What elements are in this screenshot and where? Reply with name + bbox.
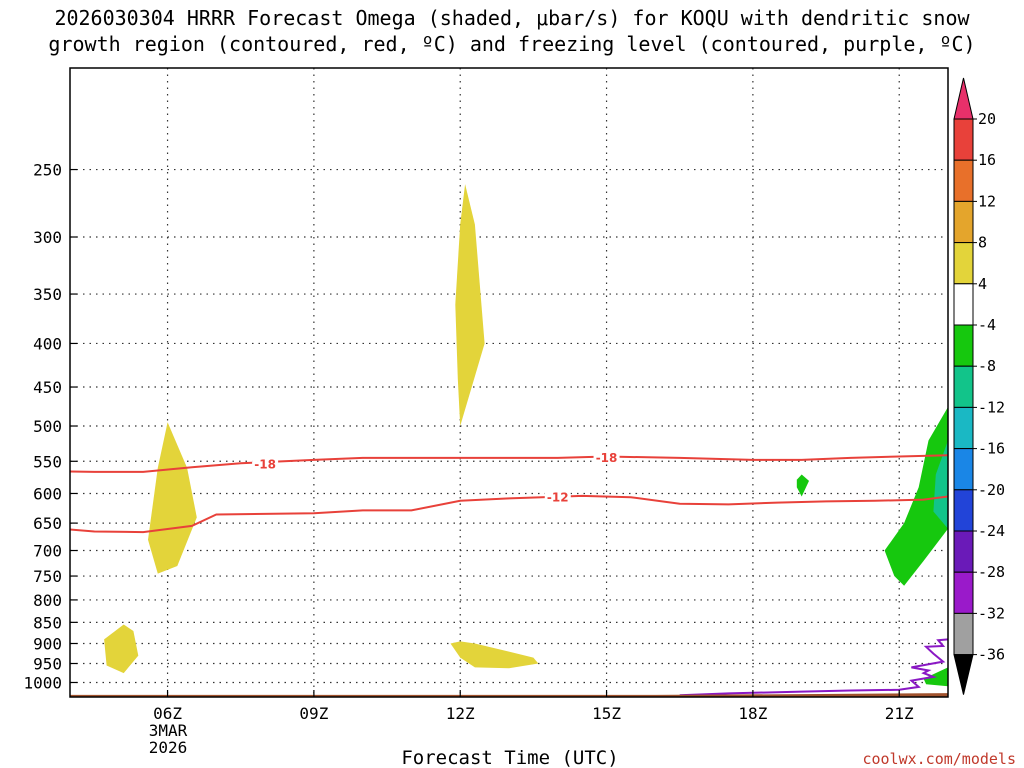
colorbar-label: -32 [978, 604, 1005, 622]
colorbar-swatch [953, 530, 974, 573]
colorbar-label: 8 [978, 234, 987, 252]
colorbar-swatch [953, 489, 974, 532]
y-tick-label: 250 [33, 161, 62, 180]
x-tick-label: 12Z [446, 704, 475, 723]
axes: 250 300 350 400 450 500 550 600 650 700 750 800 850 9… [23, 67, 949, 723]
omega-negative-600mb-19Z [796, 474, 809, 497]
y-tick-label: 900 [33, 635, 62, 654]
y-tick-label: 450 [33, 378, 62, 397]
contour-label: -18 [596, 451, 618, 465]
y-tick-label: 1000 [23, 673, 62, 692]
colorbar-swatch [953, 406, 974, 450]
colorbar-swatch [953, 200, 974, 244]
omega-positive-900-950mb-12Z [450, 641, 539, 669]
contour-label-bg [544, 489, 571, 503]
colorbar-swatch [953, 571, 974, 614]
date-label-year: 2026 [149, 738, 188, 757]
colorbar-label: -24 [978, 522, 1005, 540]
plot-frame [69, 67, 949, 698]
freezing-level-contour [679, 638, 948, 697]
colorbar-swatch [953, 324, 974, 367]
dgz-minus18-contour [70, 454, 948, 473]
x-tick-label: 06Z [153, 704, 182, 723]
omega-positive-300-450mb-12Z [455, 184, 485, 426]
colorbar-swatch [953, 242, 974, 285]
date-label-month: 3MAR [149, 721, 188, 740]
colorbar-label: 20 [978, 110, 996, 128]
colorbar: 20 16 12 8 4 -4 -8 -12 -16 -20 -24 -28 -32 -36 [953, 77, 1005, 695]
chart-title-line1: 2026030304 HRRR Forecast Omega (shaded, … [54, 6, 970, 30]
omega-positive-500-750mb-06Z [148, 422, 197, 574]
colorbar-label: -28 [978, 563, 1005, 581]
omega-positive-900mb-05Z [104, 624, 139, 674]
y-tick-label: 750 [33, 567, 62, 586]
colorbar-label: -4 [978, 316, 996, 334]
colorbar-label: 12 [978, 192, 996, 210]
x-axis-title: Forecast Time (UTC) [401, 747, 618, 768]
x-tick-label: 21Z [885, 704, 914, 723]
contour-label-bg [593, 450, 620, 464]
y-tick-label: 700 [33, 542, 62, 561]
x-tick-label: 09Z [299, 704, 328, 723]
plot-area: -18 -18 -12 [70, 68, 948, 697]
colorbar-swatch [953, 283, 974, 326]
y-tick-label: 500 [33, 417, 62, 436]
surface-terrain [70, 693, 948, 697]
y-tick-label: 300 [33, 228, 62, 247]
x-tick-label: 15Z [592, 704, 621, 723]
colorbar-swatch [953, 365, 974, 408]
colorbar-label: 16 [978, 151, 996, 169]
colorbar-label: 4 [978, 275, 987, 293]
colorbar-label: -16 [978, 440, 1005, 458]
plot-content: -18 -18 -12 [70, 68, 948, 697]
y-tick-label: 850 [33, 613, 62, 632]
y-tick-label: 650 [33, 514, 62, 533]
colorbar-label: -8 [978, 357, 996, 375]
chart-title-line2: growth region (contoured, red, ºC) and f… [48, 32, 975, 56]
omega-negative-500-750mb-21Z [884, 407, 948, 586]
colorbar-swatch [953, 612, 974, 656]
colorbar-swatch [953, 448, 974, 491]
y-tick-label: 400 [33, 334, 62, 353]
y-tick-label: 550 [33, 452, 62, 471]
colorbar-swatch [953, 159, 974, 202]
colorbar-max-arrow [953, 77, 974, 120]
colorbar-swatch [953, 118, 974, 161]
y-tick-label: 350 [33, 285, 62, 304]
x-tick-label: 18Z [738, 704, 767, 723]
omega-strong-negative-550-650mb-22Z [933, 440, 948, 529]
y-tick-label: 950 [33, 655, 62, 674]
y-tick-label: 600 [33, 484, 62, 503]
contour-label: -18 [254, 457, 276, 471]
contour-label-bg [252, 456, 279, 470]
colorbar-label: -36 [978, 646, 1005, 664]
dgz-minus12-contour [70, 494, 948, 534]
contour-label: -12 [547, 491, 569, 505]
colorbar-label: -12 [978, 398, 1005, 416]
colorbar-min-arrow [953, 654, 974, 695]
credit-link[interactable]: coolwx.com/models [862, 750, 1016, 768]
colorbar-label: -20 [978, 481, 1005, 499]
y-tick-label: 800 [33, 591, 62, 610]
